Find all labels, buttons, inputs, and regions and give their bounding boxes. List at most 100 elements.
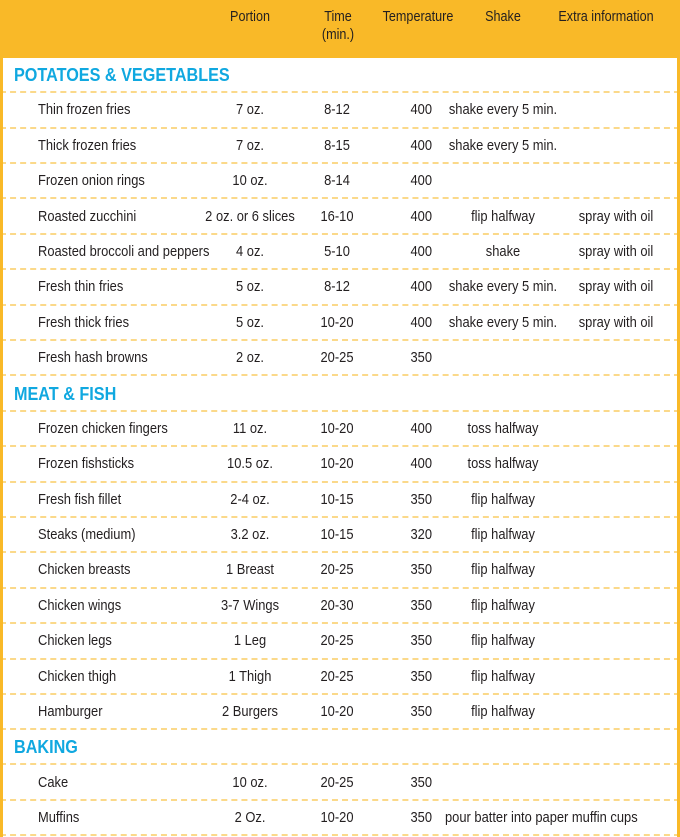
time-cell: 5-10	[324, 242, 350, 260]
extra-information-cell: spray with oil	[578, 278, 654, 296]
table-row: Fresh thick fries 5 oz. 10-20 400 shake ever…	[0, 306, 680, 342]
temperature-cell: 350	[410, 773, 432, 791]
time-cell: 8-12	[324, 278, 350, 296]
portion-cell: 4 oz.	[236, 242, 264, 260]
table-row: Chicken breasts 1 Breast 20-25 350 flip half…	[0, 553, 680, 589]
shake-cell: toss halfway	[467, 455, 539, 473]
food-name: Frozen chicken fingers	[38, 419, 168, 437]
shake-cell: shake every 5 min.	[448, 313, 558, 331]
portion-cell: 10 oz.	[232, 172, 268, 190]
shake-cell: flip halfway	[471, 667, 535, 685]
temperature-cell: 350	[410, 667, 432, 685]
time-cell: 20-30	[320, 596, 354, 614]
shake-cell: flip halfway	[471, 632, 535, 650]
portion-cell: 2 Oz.	[234, 809, 266, 827]
food-name: Fresh hash browns	[38, 349, 148, 367]
table-row: Cake 10 oz. 20-25 350	[0, 766, 680, 802]
table-row: Fresh fish fillet 2-4 oz. 10-15 350 flip hal…	[0, 483, 680, 518]
time-cell: 10-20	[320, 313, 354, 331]
food-name: Steaks (medium)	[38, 526, 136, 543]
temperature-cell: 400	[410, 207, 432, 225]
food-name: Frozen onion rings	[38, 172, 145, 190]
food-name: Fresh fish fillet	[38, 490, 122, 508]
portion-cell: 1 Thigh	[228, 667, 272, 685]
time-cell: 10-15	[320, 526, 354, 543]
time-cell: 16-10	[320, 207, 354, 225]
shake-cell: flip halfway	[471, 526, 535, 543]
time-cell: 8-12	[324, 101, 350, 119]
portion-cell: 5 oz.	[236, 313, 264, 331]
shake-cell: flip halfway	[471, 207, 535, 225]
portion-cell: 3.2 oz.	[230, 526, 270, 543]
food-name: Thin frozen fries	[38, 101, 131, 119]
section-title: POTATOES & VEGETABLES	[14, 65, 230, 85]
temperature-cell: 320	[410, 526, 432, 543]
food-name: Muffins	[38, 809, 80, 827]
food-name: Chicken breasts	[38, 561, 131, 579]
portion-cell: 1 Breast	[225, 561, 275, 579]
shake-cell: shake every 5 min.	[448, 278, 558, 296]
column-header-extra-information: Extra information	[558, 8, 654, 25]
temperature-cell: 350	[410, 349, 432, 367]
column-header-time-label: Time	[324, 8, 352, 25]
table-row: Roasted broccoli and peppers 4 oz. 5-10 400…	[0, 235, 680, 271]
table-row: Hamburger 2 Burgers 10-20 350 flip halfway	[0, 695, 680, 731]
table-row: Fresh thin fries 5 oz. 8-12 400 shake every …	[0, 270, 680, 306]
time-cell: 8-15	[324, 136, 350, 154]
column-header-shake: Shake	[485, 8, 521, 25]
portion-cell: 2 oz.	[236, 349, 264, 367]
temperature-cell: 400	[410, 278, 432, 296]
shake-cell: toss halfway	[467, 419, 539, 437]
table-row: Frozen chicken fingers 11 oz. 10-20 400 toss…	[0, 412, 680, 448]
food-name: Fresh thick fries	[38, 313, 130, 331]
food-name: Cake	[38, 773, 69, 791]
temperature-cell: 400	[410, 455, 432, 473]
shake-cell: flip halfway	[471, 703, 535, 720]
table-row: Chicken wings 3-7 Wings 20-30 350 flip halfw…	[0, 589, 680, 625]
table-row: Chicken thigh 1 Thigh 20-25 350 flip halfway	[0, 660, 680, 695]
section-title: BAKING	[14, 737, 78, 758]
portion-cell: 7 oz.	[236, 136, 264, 154]
food-name: Chicken legs	[38, 632, 112, 650]
column-header-time-unit: (min.)	[321, 26, 355, 43]
section-title: MEAT & FISH	[14, 383, 117, 404]
extra-information-cell: spray with oil	[578, 207, 654, 225]
food-name: Roasted zucchini	[38, 207, 137, 225]
table-row: Frozen onion rings 10 oz. 8-14 400	[0, 164, 680, 200]
table-header: Portion Time (min.) Temperature Shake Ex…	[0, 0, 680, 58]
portion-cell: 2-4 oz.	[230, 490, 270, 508]
table-row: Steaks (medium) 3.2 oz. 10-15 320 flip halfw…	[0, 518, 680, 554]
temperature-cell: 350	[410, 809, 432, 827]
shake-cell: flip halfway	[471, 490, 535, 508]
portion-cell: 2 Burgers	[222, 703, 278, 720]
temperature-cell: 400	[410, 172, 432, 190]
temperature-cell: 400	[410, 242, 432, 260]
food-name: Chicken wings	[38, 596, 122, 614]
portion-cell: 11 oz.	[232, 419, 268, 437]
temperature-cell: 400	[410, 313, 432, 331]
shake-cell: shake	[485, 242, 521, 260]
time-cell: 10-20	[320, 809, 354, 827]
shake-cell: flip halfway	[471, 596, 535, 614]
portion-cell: 10.5 oz.	[227, 455, 273, 473]
portion-cell: 10 oz.	[232, 773, 268, 791]
temperature-cell: 350	[410, 490, 432, 508]
time-cell: 20-25	[320, 349, 354, 367]
portion-cell: 7 oz.	[236, 101, 264, 119]
column-header-portion: Portion	[230, 8, 270, 25]
table-row: Chicken legs 1 Leg 20-25 350 flip halfway	[0, 624, 680, 660]
time-cell: 20-25	[320, 632, 354, 650]
food-name: Chicken thigh	[38, 667, 117, 685]
table-row: Thick frozen fries 7 oz. 8-15 400 shake ever…	[0, 129, 680, 165]
temperature-cell: 350	[410, 632, 432, 650]
food-name: Fresh thin fries	[38, 278, 124, 296]
time-cell: 10-15	[320, 490, 354, 508]
time-cell: 10-20	[320, 455, 354, 473]
food-name: Frozen fishsticks	[38, 455, 135, 473]
temperature-cell: 350	[410, 596, 432, 614]
temperature-cell: 400	[410, 419, 432, 437]
table-row: Thin frozen fries 7 oz. 8-12 400 shake every…	[0, 93, 680, 129]
temperature-cell: 350	[410, 703, 432, 720]
portion-cell: 1 Leg	[233, 632, 267, 650]
